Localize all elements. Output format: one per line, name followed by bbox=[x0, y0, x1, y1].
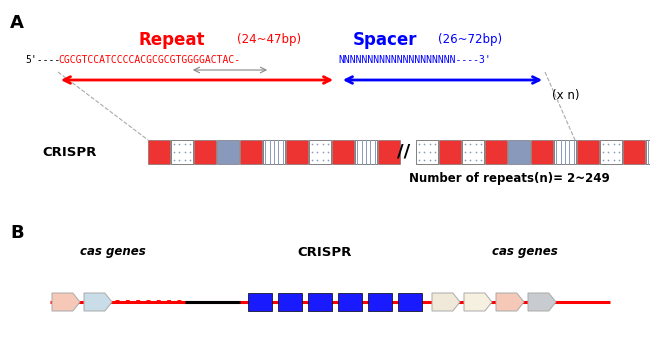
Bar bbox=[600, 140, 622, 164]
Bar bbox=[171, 140, 193, 164]
Text: cas genes: cas genes bbox=[80, 245, 146, 258]
Polygon shape bbox=[496, 293, 524, 311]
Bar bbox=[355, 140, 377, 164]
Bar bbox=[338, 293, 362, 311]
Bar bbox=[309, 140, 331, 164]
Bar bbox=[217, 140, 239, 164]
Text: Number of repeats(n)= 2~249: Number of repeats(n)= 2~249 bbox=[409, 172, 610, 185]
Bar bbox=[554, 140, 576, 164]
Bar bbox=[416, 140, 438, 164]
Bar bbox=[439, 140, 461, 164]
Bar bbox=[263, 140, 285, 164]
Text: Repeat: Repeat bbox=[138, 31, 205, 49]
Polygon shape bbox=[528, 293, 556, 311]
Bar bbox=[416, 140, 438, 164]
Text: (x n): (x n) bbox=[552, 88, 580, 101]
Polygon shape bbox=[52, 293, 80, 311]
Bar bbox=[286, 140, 308, 164]
Text: A: A bbox=[10, 14, 24, 32]
Text: CRISPR: CRISPR bbox=[298, 245, 352, 258]
Bar bbox=[531, 140, 553, 164]
Text: CRISPR: CRISPR bbox=[42, 145, 96, 158]
Bar bbox=[554, 140, 576, 164]
Bar bbox=[263, 140, 285, 164]
Bar bbox=[148, 140, 170, 164]
Bar bbox=[577, 140, 599, 164]
Bar bbox=[378, 140, 400, 164]
Bar bbox=[332, 140, 354, 164]
Text: NNNNNNNNNNNNNNNNNNNN----3': NNNNNNNNNNNNNNNNNNNN----3' bbox=[338, 55, 491, 65]
Polygon shape bbox=[464, 293, 492, 311]
Bar bbox=[646, 140, 650, 164]
Bar bbox=[194, 140, 216, 164]
Bar bbox=[309, 140, 331, 164]
Text: (24~47bp): (24~47bp) bbox=[237, 33, 301, 46]
Text: //: // bbox=[397, 142, 411, 160]
Bar bbox=[508, 140, 530, 164]
Bar bbox=[240, 140, 262, 164]
Polygon shape bbox=[84, 293, 112, 311]
Bar bbox=[623, 140, 645, 164]
Bar bbox=[368, 293, 392, 311]
Bar bbox=[171, 140, 193, 164]
Bar bbox=[398, 293, 422, 311]
Bar bbox=[278, 293, 302, 311]
Text: Spacer: Spacer bbox=[353, 31, 417, 49]
Bar bbox=[646, 140, 650, 164]
Bar bbox=[462, 140, 484, 164]
Text: B: B bbox=[10, 224, 23, 242]
Text: cas genes: cas genes bbox=[492, 245, 558, 258]
Text: CGCGTCCATCCCCACGCGCGTGGGGACTAC-: CGCGTCCATCCCCACGCGCGTGGGGACTAC- bbox=[58, 55, 240, 65]
Polygon shape bbox=[432, 293, 460, 311]
Bar bbox=[485, 140, 507, 164]
Bar bbox=[355, 140, 377, 164]
Text: (26~72bp): (26~72bp) bbox=[438, 33, 502, 46]
Bar bbox=[600, 140, 622, 164]
Text: 5'----: 5'---- bbox=[25, 55, 60, 65]
Bar bbox=[248, 293, 272, 311]
Bar bbox=[308, 293, 332, 311]
Bar bbox=[462, 140, 484, 164]
